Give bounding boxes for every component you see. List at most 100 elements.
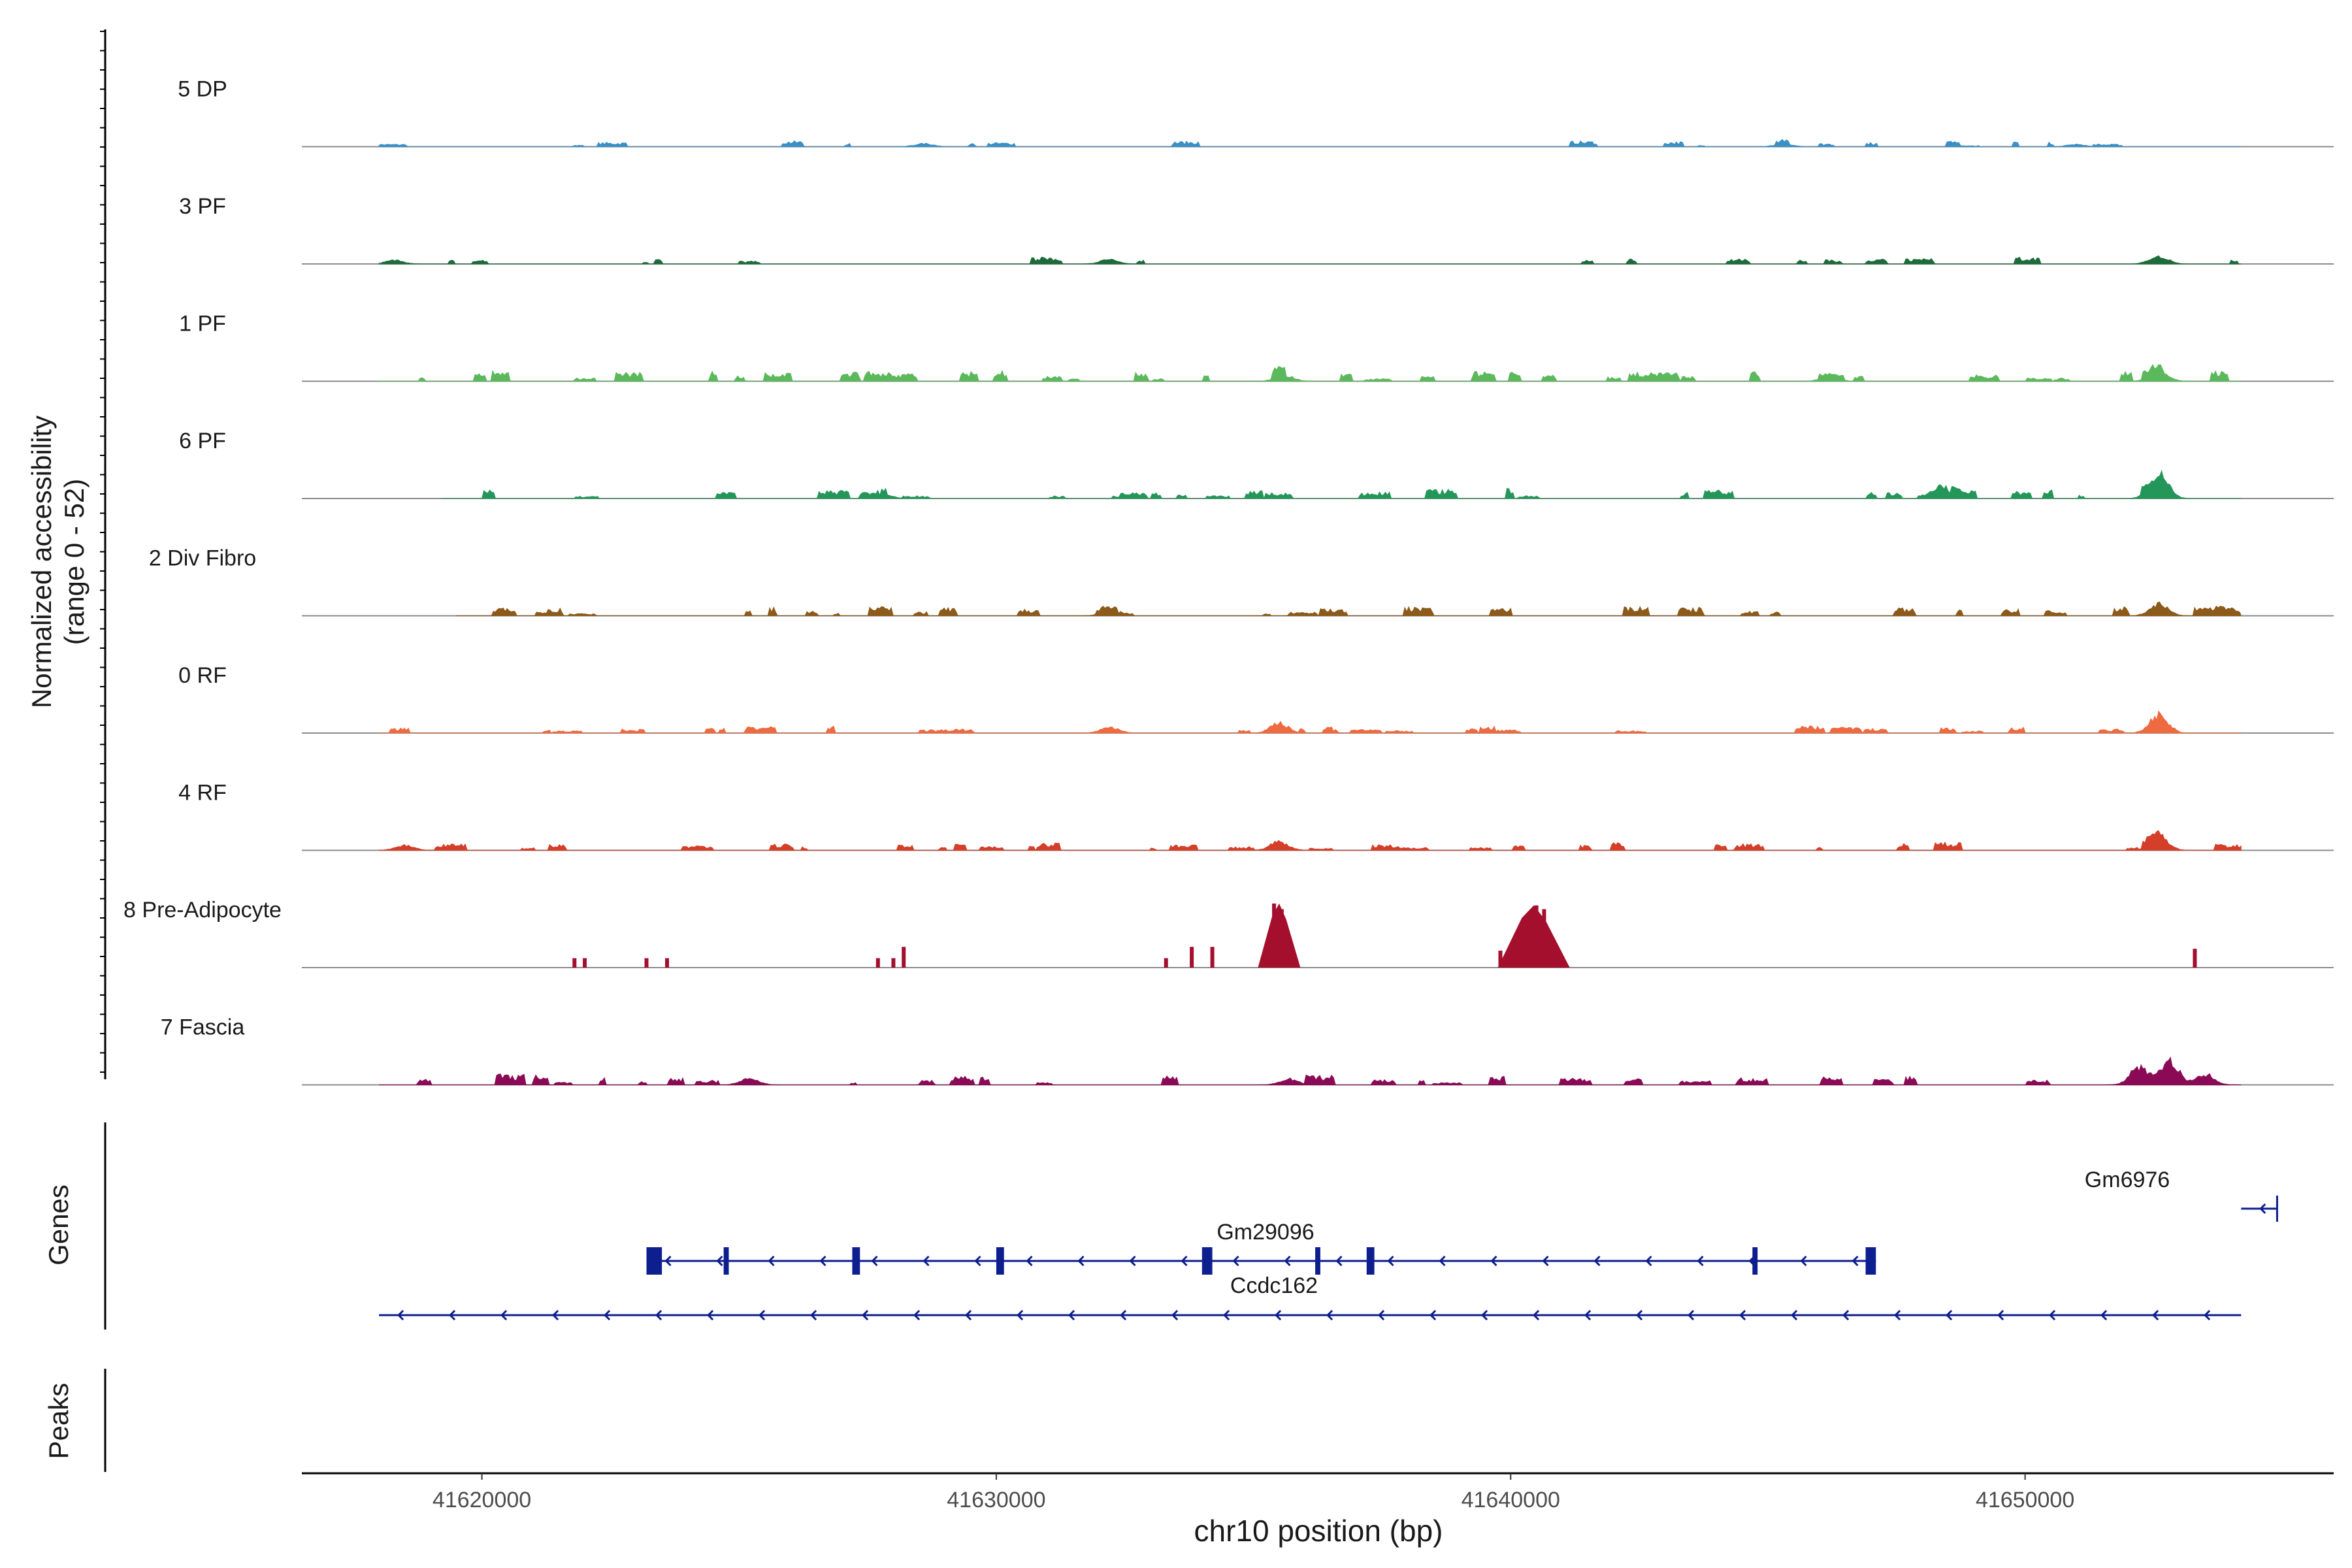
track-label: 3 PF [179, 194, 226, 219]
gene-gm29096: Gm29096 [646, 1220, 1876, 1275]
x-tick-label: 41640000 [1462, 1488, 1560, 1512]
strand-arrow [1129, 1255, 1136, 1267]
strand-arrow [1790, 1309, 1798, 1321]
track-2-div-fibro: 2 Div Fibro [149, 546, 2334, 617]
strand-arrow [1593, 1255, 1601, 1267]
strand-arrow [1635, 1309, 1643, 1321]
strand-arrow [1274, 1309, 1282, 1321]
strand-arrow [964, 1309, 972, 1321]
strand-arrow [1645, 1255, 1652, 1267]
exon-block [1366, 1247, 1375, 1275]
signal-area [379, 364, 2242, 382]
strand-arrow [1542, 1255, 1549, 1267]
signal-bar [891, 958, 896, 968]
exon-block [1865, 1247, 1876, 1275]
strand-arrow [1429, 1309, 1437, 1321]
strand-arrow [1852, 1255, 1859, 1267]
signal-bar [665, 958, 670, 968]
strand-arrow [1739, 1309, 1746, 1321]
signal-peak [1497, 905, 1570, 968]
track-0-rf: 0 RF [178, 663, 2334, 734]
exon-block [852, 1247, 860, 1275]
track-4-rf: 4 RF [178, 781, 2334, 851]
strand-arrow [1387, 1255, 1394, 1267]
track-label: 8 Pre-Adipocyte [123, 898, 282, 923]
strand-arrow [1697, 1255, 1704, 1267]
gene-gm6976: Gm6976 [2085, 1168, 2278, 1222]
strand-arrow [819, 1255, 826, 1267]
track-label: 4 RF [178, 781, 227, 806]
strand-arrow [1997, 1309, 2004, 1321]
strand-arrow [1480, 1309, 1488, 1321]
signal-bar [1498, 951, 1503, 968]
track-5-dp: 5 DP [178, 77, 2334, 148]
signal-area [378, 830, 2242, 851]
track-label: 2 Div Fibro [149, 546, 256, 571]
signal-bar [644, 958, 649, 968]
x-axis-title: chr10 position (bp) [1194, 1514, 1443, 1548]
x-tick-label: 41630000 [947, 1488, 1045, 1512]
exon-block [723, 1247, 729, 1275]
strand-arrow [603, 1309, 611, 1321]
gene-ccdc162: Ccdc162 [379, 1273, 2242, 1321]
strand-arrow [500, 1309, 508, 1321]
strand-arrow [1119, 1309, 1127, 1321]
strand-arrow [758, 1309, 766, 1321]
x-axis-ticks: 41620000 41630000 41640000 41650000 [433, 1473, 2074, 1512]
genes-track-title: Genes [43, 1184, 74, 1266]
gene-annotation-track: Gm6976 Gm29096 Ccdc162 [379, 1168, 2278, 1321]
strand-arrow [1171, 1309, 1179, 1321]
signal-bar [2193, 949, 2197, 968]
exon-block [646, 1247, 662, 1275]
track-label: 6 PF [179, 429, 226, 453]
strand-arrow [1026, 1255, 1033, 1267]
strand-arrow [2259, 1203, 2266, 1215]
strand-arrow [1181, 1255, 1188, 1267]
signal-bar [902, 947, 906, 968]
gene-label: Gm29096 [1217, 1220, 1314, 1245]
signal-area [379, 1056, 2242, 1086]
strand-arrow [655, 1309, 662, 1321]
track-3-pf: 3 PF [179, 194, 2334, 265]
strand-arrow [1016, 1309, 1024, 1321]
strand-arrow [397, 1309, 404, 1321]
strand-arrow [768, 1255, 775, 1267]
strand-arrow [706, 1309, 714, 1321]
strand-arrow [861, 1309, 869, 1321]
strand-arrow [664, 1255, 672, 1267]
strand-arrow [1945, 1309, 1953, 1321]
track-1-pf: 1 PF [179, 312, 2334, 382]
coverage-y-axis-ticks [100, 31, 105, 1073]
track-label: 7 Fascia [161, 1015, 245, 1040]
x-tick-label: 41620000 [433, 1488, 531, 1512]
signal-bar [1210, 947, 1215, 968]
track-6-pf: 6 PF [179, 429, 2334, 500]
signal-bar [1164, 958, 1168, 968]
signal-area [440, 470, 2242, 500]
strand-arrow [1490, 1255, 1497, 1267]
gene-label: Ccdc162 [1230, 1273, 1318, 1298]
signal-bar [583, 958, 587, 968]
strand-arrow [1222, 1309, 1230, 1321]
strand-arrow [1439, 1255, 1446, 1267]
strand-arrow [974, 1255, 981, 1267]
peaks-track-title: Peaks [43, 1383, 74, 1460]
strand-arrow [1077, 1255, 1085, 1267]
strand-arrow [2048, 1309, 2056, 1321]
strand-arrow [809, 1309, 817, 1321]
strand-arrow [871, 1255, 878, 1267]
signal-area [378, 255, 2242, 265]
strand-arrow [1068, 1309, 1075, 1321]
strand-arrow [1584, 1309, 1592, 1321]
strand-arrow [716, 1255, 723, 1267]
strand-arrow [2100, 1309, 2108, 1321]
gene-label: Gm6976 [2085, 1168, 2170, 1192]
signal-area [379, 710, 2242, 734]
strand-arrow [448, 1309, 456, 1321]
strand-arrow [1326, 1309, 1333, 1321]
strand-arrow [2203, 1309, 2211, 1321]
y-axis-label-line1: Normalized accessibility [26, 416, 57, 708]
strand-arrow [2151, 1309, 2159, 1321]
strand-arrow [1335, 1255, 1343, 1267]
strand-arrow [913, 1309, 921, 1321]
